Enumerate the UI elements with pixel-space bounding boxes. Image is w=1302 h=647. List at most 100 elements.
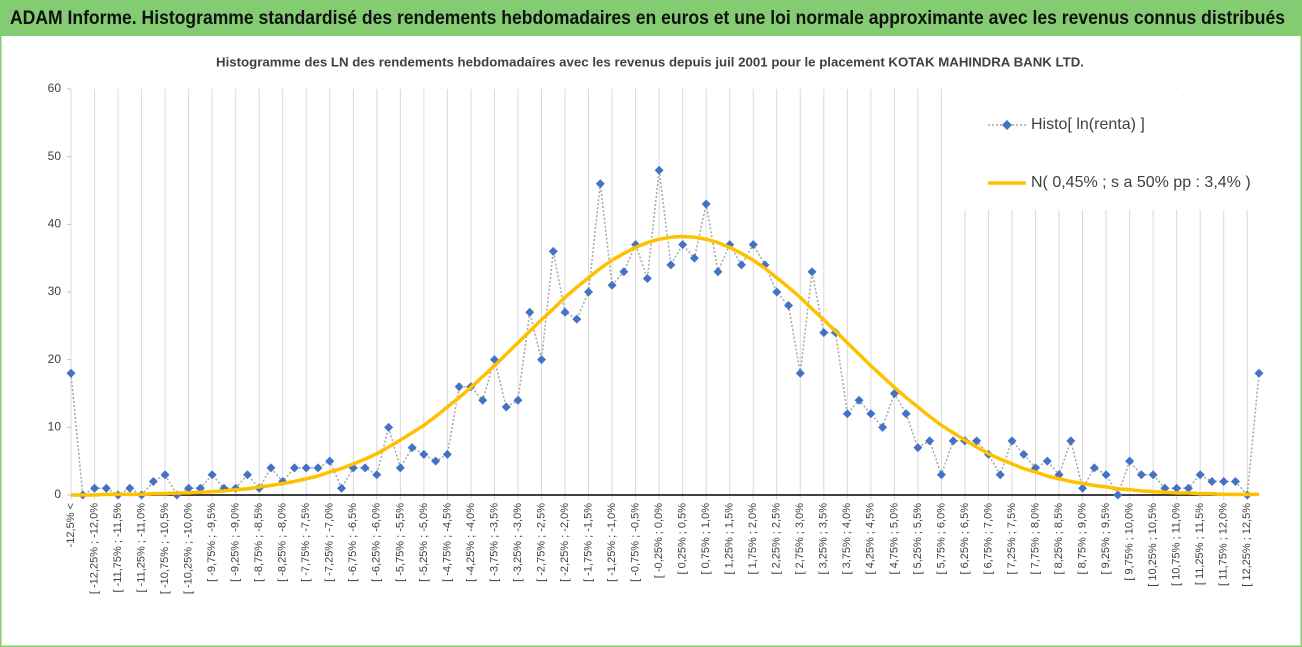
- data-point: [795, 368, 805, 378]
- data-point: [748, 240, 758, 250]
- data-point: [995, 470, 1005, 480]
- x-tick-label: [ 4,75% ; 5,0%: [888, 503, 900, 575]
- data-point: [536, 355, 546, 365]
- data-point: [395, 463, 405, 473]
- x-tick-label: [ 6,25% ; 6,5%: [959, 503, 971, 575]
- x-tick-label: [ -8,75% ; -8,5%: [253, 503, 265, 582]
- x-tick-label: [ -10,25% ; -10,0%: [183, 503, 195, 594]
- x-tick-label: [ 5,75% ; 6,0%: [935, 503, 947, 575]
- data-point: [125, 483, 135, 493]
- x-tick-label: [ 3,75% ; 4,0%: [841, 503, 853, 575]
- data-point: [972, 436, 982, 446]
- y-tick-label: 20: [48, 352, 62, 366]
- data-point: [560, 307, 570, 317]
- data-point: [1007, 436, 1017, 446]
- data-point: [595, 179, 605, 189]
- data-point: [607, 280, 617, 290]
- data-point: [1019, 449, 1029, 459]
- data-point: [160, 470, 170, 480]
- y-tick-label: 0: [54, 487, 61, 501]
- header-title: ADAM Informe. Histogramme standardisé de…: [10, 8, 1285, 29]
- y-tick-label: 30: [48, 284, 62, 298]
- data-point: [784, 301, 794, 311]
- data-point: [337, 483, 347, 493]
- header-bar: [0, 0, 1302, 36]
- data-point: [1042, 456, 1052, 466]
- data-point: [1113, 490, 1123, 500]
- x-tick-label: [ -8,25% ; -8,0%: [277, 503, 289, 582]
- data-point: [372, 470, 382, 480]
- x-tick-label: [ -9,25% ; -9,0%: [230, 503, 242, 582]
- data-point: [301, 463, 311, 473]
- data-point: [442, 449, 452, 459]
- x-tick-label: [ -9,75% ; -9,5%: [206, 503, 218, 582]
- data-point: [207, 470, 217, 480]
- x-tick-label: [ -0,75% ; -0,5%: [630, 503, 642, 582]
- x-tick-label: [ 12,25% ; 12,5%: [1241, 503, 1253, 587]
- x-tick-label: -12,5% <: [65, 503, 77, 547]
- x-tick-label: [ -3,75% ; -3,5%: [488, 503, 500, 582]
- x-tick-label: [ 1,75% ; 2,0%: [747, 503, 759, 575]
- x-tick-label: [ -1,25% ; -1,0%: [606, 503, 618, 582]
- data-point: [654, 165, 664, 175]
- data-point: [713, 267, 723, 277]
- data-point: [184, 483, 194, 493]
- data-point: [736, 260, 746, 270]
- x-tick-label: [ -5,25% ; -5,0%: [418, 503, 430, 582]
- data-point: [854, 395, 864, 405]
- x-tick-label: [ -6,25% ; -6,0%: [371, 503, 383, 582]
- data-point: [431, 456, 441, 466]
- x-tick-label: [ 11,25% ; 11,5%: [1194, 503, 1206, 585]
- x-tick-label: [ 5,25% ; 5,5%: [912, 503, 924, 575]
- data-point: [525, 307, 535, 317]
- data-point: [266, 463, 276, 473]
- x-tick-label: [ -4,25% ; -4,0%: [465, 503, 477, 582]
- data-point: [1148, 470, 1158, 480]
- data-point: [666, 260, 676, 270]
- x-tick-label: [ 9,25% ; 9,5%: [1100, 503, 1112, 575]
- data-point: [419, 449, 429, 459]
- data-point: [1195, 470, 1205, 480]
- data-point: [1183, 483, 1193, 493]
- data-point: [807, 267, 817, 277]
- x-tick-label: [ -0,25% ; 0,0%: [653, 503, 665, 578]
- x-tick-label: [ -7,25% ; -7,0%: [324, 503, 336, 582]
- data-point: [689, 253, 699, 263]
- data-point: [1101, 470, 1111, 480]
- x-tick-label: [ -2,75% ; -2,5%: [535, 503, 547, 582]
- data-point: [1219, 476, 1229, 486]
- x-tick-label: [ -5,75% ; -5,5%: [394, 503, 406, 582]
- y-tick-label: 60: [48, 81, 62, 95]
- data-point: [407, 443, 417, 453]
- x-tick-label: [ 3,25% ; 3,5%: [818, 503, 830, 575]
- data-point: [584, 287, 594, 297]
- series-line: [71, 234, 1259, 497]
- x-tick-label: [ 10,25% ; 10,5%: [1147, 503, 1159, 587]
- x-tick-label: [ 8,75% ; 9,0%: [1076, 503, 1088, 575]
- x-tick-label: [ 7,25% ; 7,5%: [1006, 503, 1018, 575]
- data-point: [1125, 456, 1135, 466]
- data-point: [148, 476, 158, 486]
- data-point: [948, 436, 958, 446]
- data-point: [572, 314, 582, 324]
- chart-title: Histogramme des LN des rendements hebdom…: [216, 55, 1084, 69]
- data-point: [901, 409, 911, 419]
- x-tick-label: [ -4,75% ; -4,5%: [441, 503, 453, 582]
- x-tick-label: [ 6,75% ; 7,0%: [982, 503, 994, 575]
- data-point: [513, 395, 523, 405]
- x-tick-label: [ -7,75% ; -7,5%: [300, 503, 312, 582]
- y-tick-label: 50: [48, 149, 62, 163]
- data-point: [501, 402, 511, 412]
- data-point: [66, 368, 76, 378]
- y-tick-label: 10: [48, 420, 62, 434]
- legend-label: N( 0,45% ; s a 50% pp : 3,4% ): [1031, 174, 1251, 191]
- legend-label: Histo[ ln(renta) ]: [1031, 116, 1145, 133]
- x-tick-label: [ 7,75% ; 8,0%: [1029, 503, 1041, 575]
- data-point: [1078, 483, 1088, 493]
- data-point: [701, 199, 711, 209]
- data-point: [101, 483, 111, 493]
- x-tick-label: [ -3,25% ; -3,0%: [512, 503, 524, 582]
- data-point: [1254, 368, 1264, 378]
- legend-box: [962, 90, 1262, 210]
